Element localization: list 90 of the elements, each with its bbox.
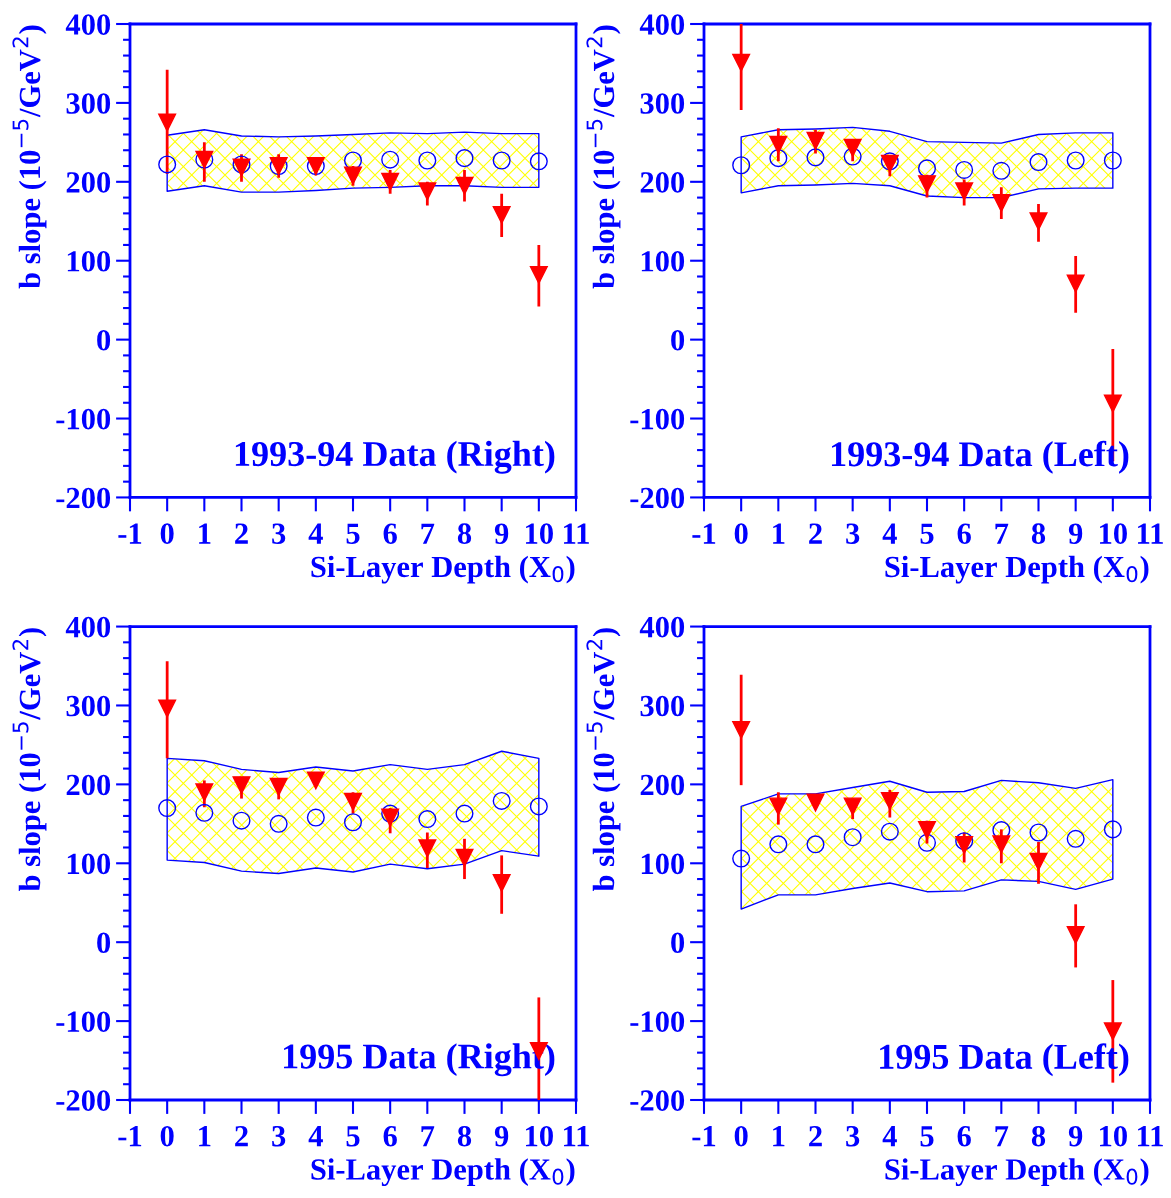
y-tick-label: 200: [640, 774, 685, 796]
y-tick-label: 400: [639, 14, 685, 35]
x-axis-title: Si-Layer Depth (X$_{0}$): [311, 1158, 575, 1187]
y-tick-label: 100: [641, 251, 685, 272]
x-tick-label: 4: [882, 1126, 897, 1147]
y-tick-label: -100: [630, 408, 685, 430]
x-tick-label: 11: [1138, 1126, 1163, 1147]
x-tick-label: 2: [235, 1125, 248, 1147]
x-tick-label: 3: [272, 523, 286, 544]
y-tick-label: 200: [66, 774, 111, 796]
y-tick-label: 0: [97, 932, 111, 954]
x-axis-title: Si-Layer Depth (X$_{0}$): [885, 1158, 1149, 1187]
x-tick-label: 9: [494, 1125, 509, 1147]
x-tick-label: 9: [494, 523, 509, 544]
y-axis-title: b slope (10$^{−5}$/GeV$^{2}$): [12, 25, 47, 289]
y-tick-label: 200: [66, 172, 111, 193]
y-tick-label: 100: [67, 251, 111, 272]
y-tick-label: 0: [671, 329, 685, 351]
x-tick-label: 4: [308, 1126, 323, 1147]
y-tick-label: 300: [66, 93, 111, 114]
x-tick-label: 0: [160, 1125, 174, 1147]
x-tick-label: 0: [734, 523, 748, 544]
annotation: 1993-94 Data (Left): [831, 440, 1129, 474]
x-tick-label: 0: [734, 1125, 748, 1147]
y-tick-label: -100: [56, 408, 111, 430]
y-tick-label: -200: [630, 487, 685, 509]
x-tick-label: 1: [199, 1126, 211, 1147]
x-tick-label: 11: [564, 523, 589, 544]
x-tick-label: 3: [846, 523, 860, 544]
y-tick-label: 400: [65, 14, 111, 35]
x-tick-label: 2: [809, 1125, 822, 1147]
y-tick-label: -100: [56, 1011, 111, 1032]
x-tick-label: 6: [383, 1125, 397, 1147]
x-tick-label: 7: [421, 1126, 435, 1147]
x-tick-label: 3: [846, 1125, 860, 1147]
x-tick-label: 1: [773, 523, 785, 544]
y-tick-label: 200: [640, 172, 685, 193]
x-tick-label: 2: [235, 523, 248, 544]
x-tick-label: 11: [1138, 523, 1163, 544]
y-tick-label: -100: [630, 1011, 685, 1032]
x-tick-label: 6: [957, 1125, 971, 1147]
y-tick-label: 100: [641, 853, 685, 875]
x-tick-label: 2: [809, 523, 822, 544]
x-tick-label: 9: [1068, 1125, 1083, 1147]
x-axis-title: Si-Layer Depth (X$_{0}$): [311, 555, 575, 584]
y-tick-label: 0: [671, 932, 685, 954]
y-tick-label: -200: [630, 1090, 685, 1111]
x-tick-label: -1: [692, 523, 716, 544]
y-tick-label: 100: [67, 853, 111, 875]
x-tick-label: 8: [457, 523, 472, 544]
x-tick-label: 4: [882, 523, 897, 544]
x-tick-label: 10: [1100, 523, 1127, 544]
x-tick-label: 7: [421, 523, 435, 544]
y-tick-label: 300: [66, 695, 111, 717]
x-tick-label: 8: [457, 1125, 472, 1147]
x-tick-label: 9: [1068, 523, 1083, 544]
y-tick-label: 400: [639, 616, 685, 638]
x-tick-label: 6: [957, 523, 971, 544]
y-axis-title: b slope (10$^{−5}$/GeV$^{2}$): [586, 25, 621, 289]
x-tick-label: 3: [272, 1125, 286, 1147]
y-axis-title: b slope (10$^{−5}$/GeV$^{2}$): [586, 628, 621, 892]
x-tick-label: 4: [308, 523, 323, 544]
x-tick-label: 8: [1031, 1125, 1046, 1147]
y-tick-label: 300: [640, 695, 685, 717]
y-tick-label: -200: [56, 1090, 111, 1111]
x-axis-title: Si-Layer Depth (X$_{0}$): [885, 555, 1149, 584]
x-tick-label: 10: [1100, 1125, 1127, 1147]
x-tick-label: 11: [564, 1126, 589, 1147]
x-tick-label: 0: [160, 523, 174, 544]
x-tick-label: 1: [773, 1126, 785, 1147]
x-tick-label: 5: [920, 1126, 934, 1147]
x-tick-label: -1: [118, 1126, 142, 1147]
x-tick-label: 6: [383, 523, 397, 544]
x-tick-label: 10: [526, 523, 553, 544]
x-tick-label: 1: [199, 523, 211, 544]
y-axis-title: b slope (10$^{−5}$/GeV$^{2}$): [12, 628, 47, 892]
x-tick-label: 7: [995, 523, 1009, 544]
annotation: 1993-94 Data (Right): [235, 440, 555, 474]
x-tick-label: -1: [118, 523, 142, 544]
y-tick-label: -200: [56, 487, 111, 509]
x-tick-label: 8: [1031, 523, 1046, 544]
x-tick-label: 7: [995, 1126, 1009, 1147]
x-tick-label: -1: [692, 1126, 716, 1147]
y-tick-label: 400: [65, 616, 111, 638]
x-tick-label: 5: [920, 523, 934, 544]
x-tick-label: 5: [346, 1126, 360, 1147]
y-tick-label: 0: [97, 329, 111, 351]
y-tick-label: 300: [640, 93, 685, 114]
x-tick-label: 5: [346, 523, 360, 544]
x-tick-label: 10: [526, 1125, 553, 1147]
